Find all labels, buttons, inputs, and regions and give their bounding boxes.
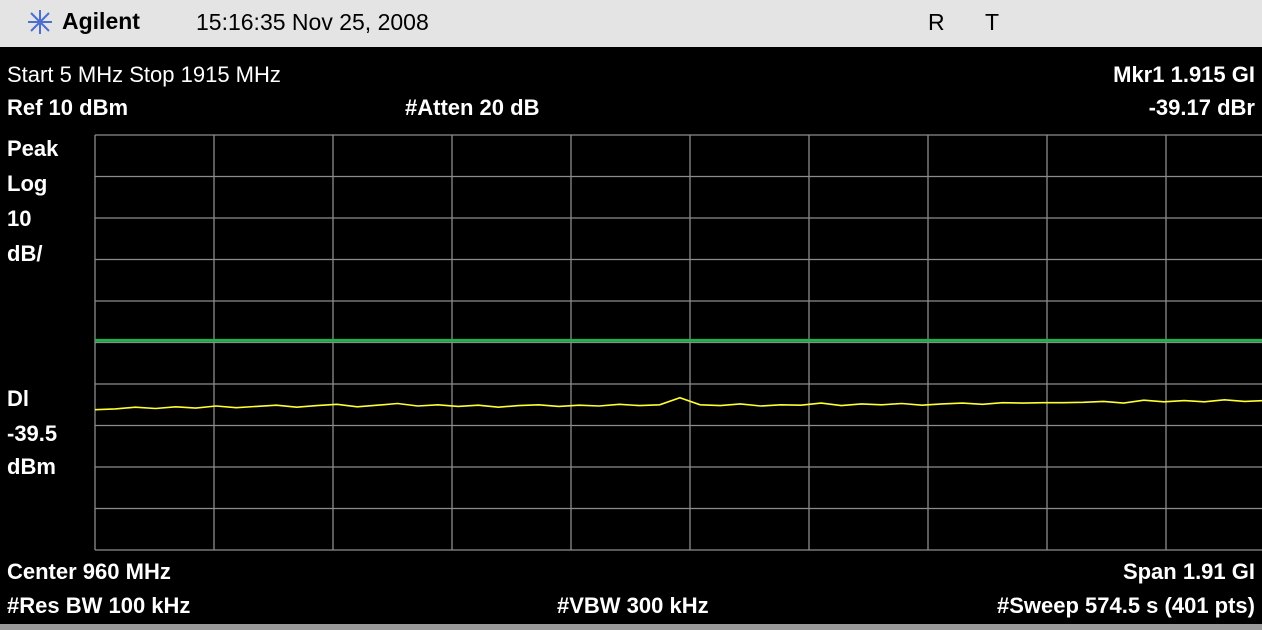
logo xyxy=(28,10,52,34)
span: Span 1.91 GI xyxy=(1123,559,1255,584)
sweep: #Sweep 574.5 s (401 pts) xyxy=(997,593,1255,618)
reference: Ref 10 dBm xyxy=(7,95,128,120)
display-line-value: -39.5 xyxy=(7,421,57,446)
vbw: #VBW 300 kHz xyxy=(557,593,709,618)
bottom-strip xyxy=(0,624,1262,630)
scale-type: Log xyxy=(7,171,47,196)
marker-value: -39.17 dBr xyxy=(1149,95,1256,120)
marker-label: Mkr1 1.915 GI xyxy=(1113,62,1255,87)
brand: Agilent xyxy=(62,8,140,34)
detector: Peak xyxy=(7,136,59,161)
scale-value: 10 xyxy=(7,206,31,231)
center: Center 960 MHz xyxy=(7,559,171,584)
trace xyxy=(94,396,1262,411)
rbw: #Res BW 100 kHz xyxy=(7,593,190,618)
display-line-label: Dl xyxy=(7,386,29,411)
timestamp: 15:16:35 Nov 25, 2008 xyxy=(196,9,429,35)
header-bar xyxy=(0,0,1262,47)
status-r: R xyxy=(928,9,945,35)
status-t: T xyxy=(985,9,999,35)
attenuation: #Atten 20 dB xyxy=(405,95,539,120)
plot xyxy=(94,134,1262,551)
display-line-unit: dBm xyxy=(7,454,56,479)
scale-unit: dB/ xyxy=(7,241,42,266)
freq-range: Start 5 MHz Stop 1915 MHz xyxy=(7,62,281,87)
